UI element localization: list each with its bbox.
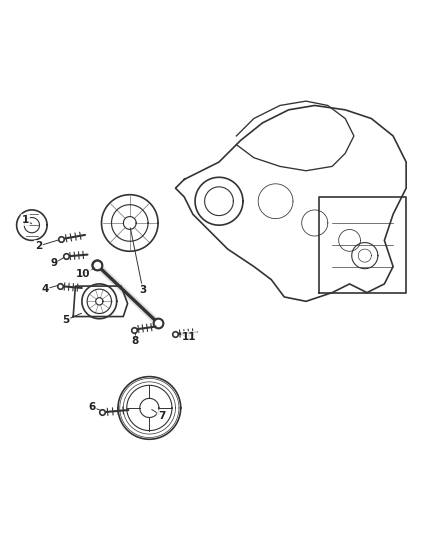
Text: 11: 11 — [182, 332, 197, 342]
Text: 9: 9 — [50, 259, 57, 269]
Text: 5: 5 — [62, 315, 70, 325]
Text: 2: 2 — [35, 241, 42, 251]
Text: 7: 7 — [158, 411, 165, 421]
Text: 3: 3 — [139, 285, 146, 295]
Text: 10: 10 — [76, 269, 91, 279]
Text: 8: 8 — [132, 336, 139, 346]
Text: 4: 4 — [41, 284, 49, 294]
Text: 1: 1 — [22, 215, 29, 225]
Text: 6: 6 — [88, 402, 95, 412]
